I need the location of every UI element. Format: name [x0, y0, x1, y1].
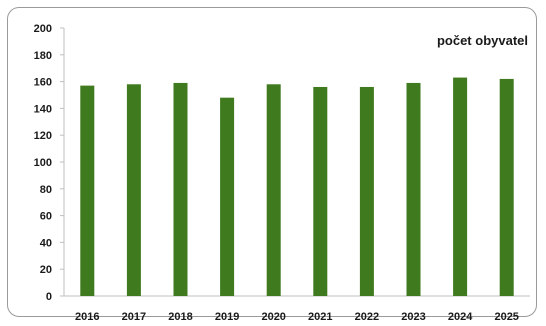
- x-tick-label: 2023: [401, 311, 425, 323]
- bar-2018: [173, 82, 188, 296]
- bar-2024: [453, 77, 468, 296]
- x-tick-label: 2017: [122, 311, 146, 323]
- x-tick-label: 2020: [261, 311, 285, 323]
- y-tick-label: 0: [46, 291, 52, 303]
- bar-2020: [266, 84, 281, 296]
- y-tick-label: 60: [40, 211, 52, 223]
- x-tick-label: 2019: [215, 311, 239, 323]
- bar-2016: [80, 85, 95, 297]
- y-axis-ticks: 0 20 40 60 80 100 120 140 160 180 200: [34, 23, 64, 303]
- y-tick-label: 40: [40, 237, 52, 249]
- bar-2021: [313, 86, 328, 297]
- y-tick-label: 140: [34, 103, 52, 115]
- y-tick-label: 120: [34, 130, 52, 142]
- bar-2019: [220, 97, 235, 297]
- bar-2017: [126, 84, 141, 296]
- x-tick-label: 2025: [494, 311, 518, 323]
- bar-2022: [359, 86, 374, 297]
- y-tick-label: 100: [34, 157, 52, 169]
- x-tick-label: 2022: [355, 311, 379, 323]
- y-tick-label: 20: [40, 264, 52, 276]
- y-tick-label: 160: [34, 77, 52, 89]
- y-tick-label: 80: [40, 184, 52, 196]
- x-tick-label: 2024: [448, 311, 473, 323]
- y-tick-label: 200: [34, 23, 52, 35]
- x-tick-label: 2021: [308, 311, 332, 323]
- y-tick-label: 180: [34, 50, 52, 62]
- bars: [80, 77, 514, 297]
- x-tick-label: 2016: [75, 311, 99, 323]
- x-tick-label: 2018: [168, 311, 192, 323]
- x-axis-ticks: 2016 2017 2018 2019 2020 2021 2022 2023 2024 2025: [75, 311, 519, 323]
- legend-label: počet obyvatel: [437, 33, 528, 48]
- bar-2023: [406, 82, 421, 296]
- bar-2025: [499, 78, 514, 296]
